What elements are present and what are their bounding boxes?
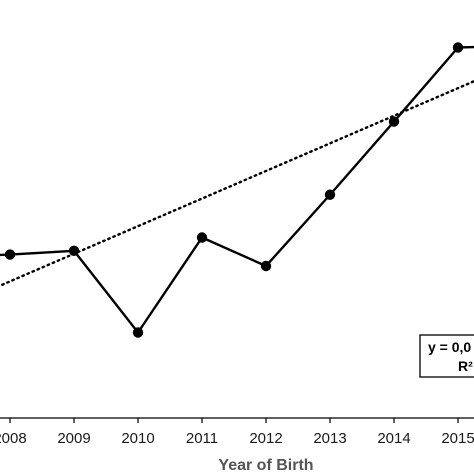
data-point-2013 xyxy=(324,189,336,200)
x-tick-label: 2012 xyxy=(249,430,282,447)
x-tick-label: 2013 xyxy=(313,430,346,447)
data-point-2008 xyxy=(4,249,16,260)
equation-text: y = 0,0 xyxy=(428,339,471,355)
x-tick-label: 2009 xyxy=(57,430,90,447)
r-squared-text: R² xyxy=(458,358,473,374)
series-line xyxy=(0,45,474,334)
x-tick-label: 2015 xyxy=(441,430,474,447)
data-point-2012 xyxy=(260,260,272,272)
data-point-2010 xyxy=(132,327,144,338)
equation-box: y = 0,0 R² xyxy=(419,334,474,378)
data-point-2011 xyxy=(196,232,208,243)
data-point-2015 xyxy=(452,42,464,53)
equation-box-frame xyxy=(419,334,474,378)
data-points xyxy=(4,42,464,338)
data-point-2014 xyxy=(388,116,400,127)
x-axis-title: Year of Birth xyxy=(218,457,313,474)
data-point-2009 xyxy=(68,245,80,256)
x-ticks: 2008 2009 2010 2011 2012 2013 2014 2015 xyxy=(0,418,474,447)
x-tick-label: 2014 xyxy=(377,430,410,447)
x-tick-label: 2008 xyxy=(0,430,27,447)
x-tick-label: 2011 xyxy=(186,430,218,447)
x-tick-label: 2010 xyxy=(121,430,154,447)
trendline xyxy=(0,79,474,287)
